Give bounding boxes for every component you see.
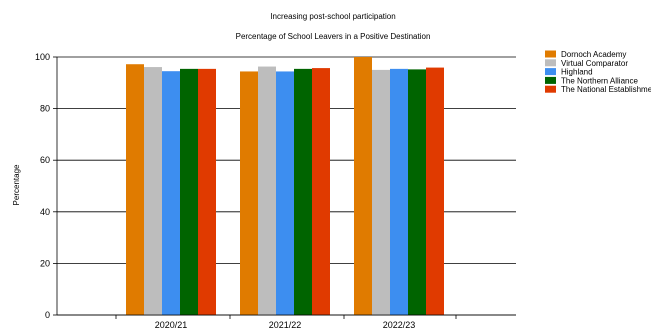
y-axis-title: Percentage — [12, 164, 21, 205]
legend-swatch — [545, 59, 556, 67]
bar — [408, 69, 426, 315]
y-tick-label: 80 — [40, 104, 50, 114]
x-tick-label: 2021/22 — [269, 320, 302, 329]
y-tick-label: 0 — [45, 310, 50, 320]
bar — [294, 68, 312, 315]
y-tick-labels: 0 20 40 60 80 100 — [35, 52, 50, 320]
bar — [126, 64, 144, 315]
bar — [312, 68, 330, 316]
legend-label: Highland — [561, 68, 593, 77]
legend-label: The Northern Alliance — [561, 76, 638, 85]
bar — [144, 67, 162, 315]
bar — [198, 68, 216, 315]
y-tick-label: 20 — [40, 258, 50, 268]
bar — [276, 71, 294, 315]
bar — [426, 67, 444, 315]
legend-label: Virtual Comparator — [561, 59, 628, 68]
bar — [180, 68, 198, 315]
x-tick-label: 2020/21 — [155, 320, 188, 329]
bar — [258, 66, 276, 316]
legend-swatch — [545, 76, 556, 84]
bar — [372, 69, 390, 316]
legend-swatch — [545, 50, 556, 58]
legend-swatch — [545, 85, 556, 93]
x-tick-labels: 2020/21 2021/22 2022/23 — [155, 320, 416, 329]
axes — [53, 56, 516, 319]
chart-subtitle: Percentage of School Leavers in a Positi… — [236, 32, 431, 41]
bar — [390, 68, 408, 315]
legend-label: The National Establishment — [561, 85, 651, 94]
bars — [126, 57, 444, 316]
bar — [162, 71, 180, 315]
bar — [240, 71, 258, 315]
bar — [354, 57, 372, 315]
chart-title: Increasing post-school participation — [270, 12, 395, 21]
y-tick-label: 100 — [35, 52, 50, 62]
legend-label: Dornoch Academy — [561, 50, 626, 59]
y-tick-label: 40 — [40, 207, 50, 217]
legend-swatch — [545, 68, 556, 76]
y-tick-label: 60 — [40, 155, 50, 165]
x-tick-label: 2022/23 — [383, 320, 416, 329]
